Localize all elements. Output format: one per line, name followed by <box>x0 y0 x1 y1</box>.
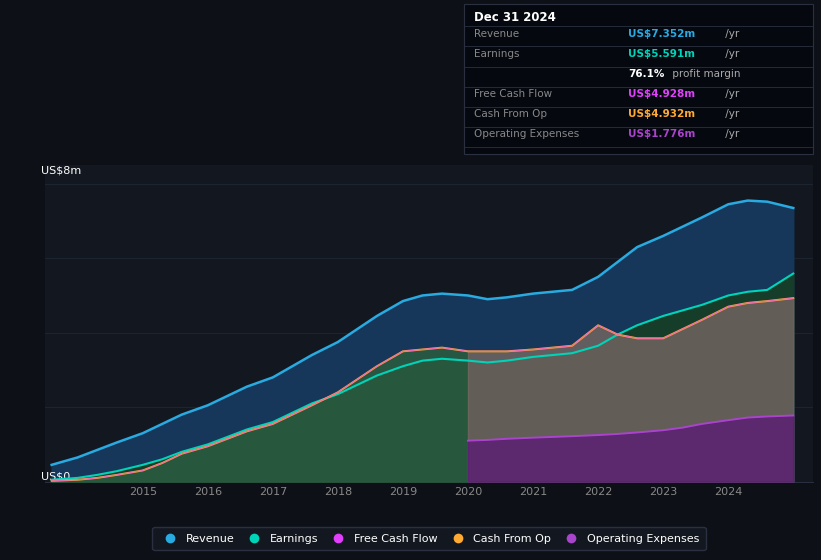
Text: Dec 31 2024: Dec 31 2024 <box>474 11 556 24</box>
Text: Cash From Op: Cash From Op <box>474 109 547 119</box>
Text: US$8m: US$8m <box>41 165 81 175</box>
Text: /yr: /yr <box>722 89 740 99</box>
Text: Operating Expenses: Operating Expenses <box>474 129 579 139</box>
Text: /yr: /yr <box>722 129 740 139</box>
Text: US$0: US$0 <box>41 472 71 482</box>
Text: US$5.591m: US$5.591m <box>628 49 695 59</box>
Text: US$4.932m: US$4.932m <box>628 109 695 119</box>
Text: Free Cash Flow: Free Cash Flow <box>474 89 552 99</box>
Text: 76.1%: 76.1% <box>628 69 664 79</box>
Legend: Revenue, Earnings, Free Cash Flow, Cash From Op, Operating Expenses: Revenue, Earnings, Free Cash Flow, Cash … <box>153 527 705 550</box>
Text: /yr: /yr <box>722 49 740 59</box>
Text: US$7.352m: US$7.352m <box>628 29 695 39</box>
Text: /yr: /yr <box>722 29 740 39</box>
Text: Revenue: Revenue <box>474 29 519 39</box>
Text: profit margin: profit margin <box>669 69 741 79</box>
Text: US$1.776m: US$1.776m <box>628 129 695 139</box>
Text: /yr: /yr <box>722 109 740 119</box>
Text: US$4.928m: US$4.928m <box>628 89 695 99</box>
Text: Earnings: Earnings <box>474 49 519 59</box>
